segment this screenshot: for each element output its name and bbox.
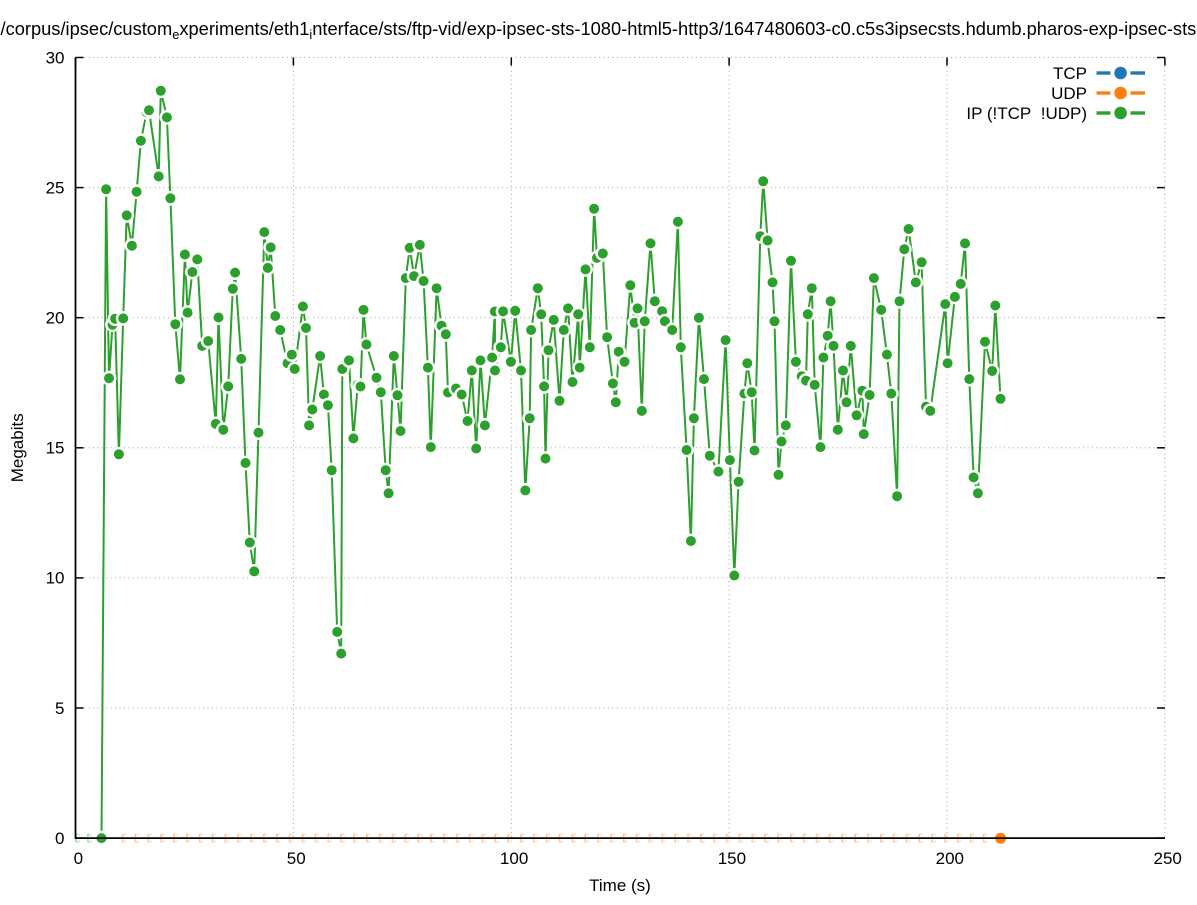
svg-text:250: 250 xyxy=(1154,849,1182,868)
svg-text:20: 20 xyxy=(46,309,65,328)
svg-text:/corpus/ipsec/customexperiment: /corpus/ipsec/customexperiments/eth1inte… xyxy=(1,18,1197,42)
svg-text:Time (s): Time (s) xyxy=(589,876,651,895)
svg-text:IP (!TCP !UDP): IP (!TCP !UDP) xyxy=(966,104,1087,123)
svg-text:15: 15 xyxy=(46,439,65,458)
svg-text:30: 30 xyxy=(46,48,65,67)
svg-text:50: 50 xyxy=(287,849,306,868)
svg-text:10: 10 xyxy=(46,569,65,588)
svg-text:Megabits: Megabits xyxy=(8,413,27,482)
svg-text:100: 100 xyxy=(500,849,528,868)
svg-text:0: 0 xyxy=(55,829,64,848)
svg-text:200: 200 xyxy=(936,849,964,868)
svg-text:5: 5 xyxy=(55,699,64,718)
svg-text:25: 25 xyxy=(46,178,65,197)
svg-text:UDP: UDP xyxy=(1051,84,1087,103)
svg-text:TCP: TCP xyxy=(1053,64,1087,83)
svg-text:0: 0 xyxy=(74,849,83,868)
svg-text:150: 150 xyxy=(718,849,746,868)
